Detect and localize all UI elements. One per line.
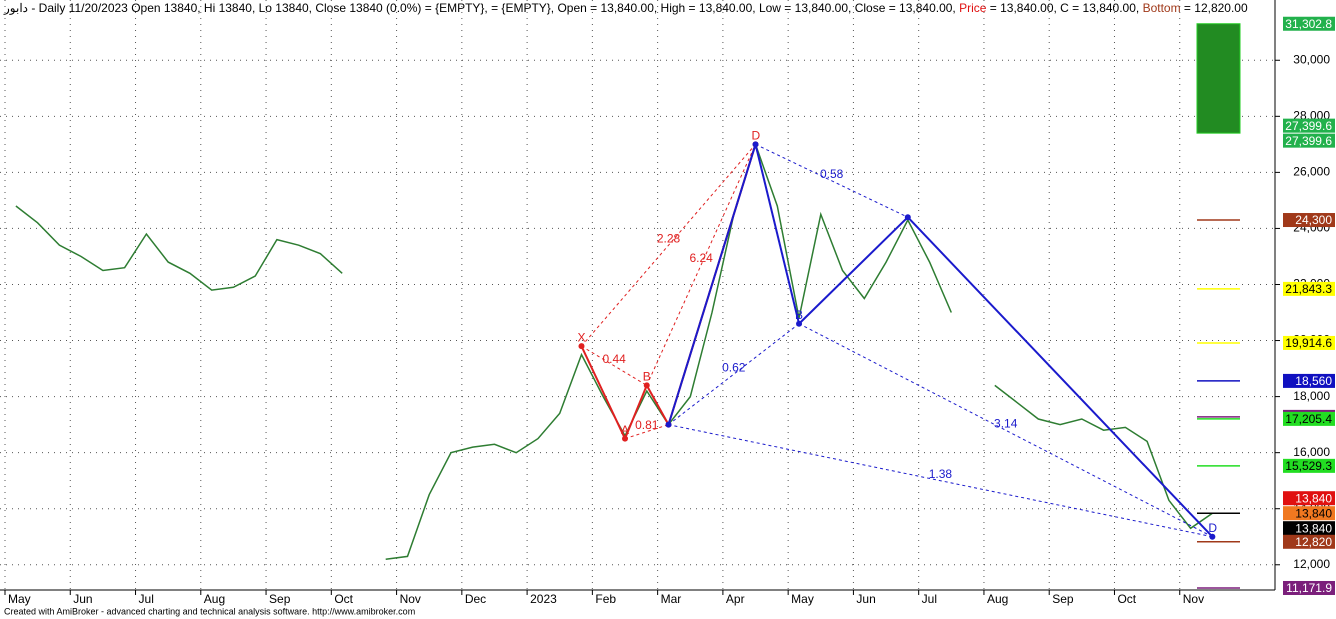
pattern-point <box>578 343 585 350</box>
pattern-ratio: 0.62 <box>722 360 746 374</box>
pattern-leg <box>667 144 757 425</box>
pattern-ratio: 0.58 <box>820 167 844 181</box>
x-tick-label: Nov <box>400 592 421 606</box>
footer: Created with AmiBroker - advanced charti… <box>4 606 415 616</box>
pattern-point <box>665 421 672 428</box>
pattern-point-label: X <box>577 330 585 344</box>
pattern-leg <box>580 345 626 440</box>
x-tick-label: Aug <box>987 592 1008 606</box>
x-tick-label: Oct <box>334 592 353 606</box>
x-tick-label: Aug <box>204 592 225 606</box>
pattern-ratio: 2.28 <box>657 231 681 245</box>
x-tick-label: Dec <box>465 592 486 606</box>
pattern-ratio-line <box>668 424 1213 538</box>
price-tag <box>1283 118 1335 133</box>
pattern-leg <box>907 216 1214 538</box>
price-tag-label: 13,840 <box>1295 506 1332 520</box>
price-tag <box>1283 534 1335 549</box>
pattern-ratio-line <box>581 345 648 386</box>
pattern-point <box>1209 533 1216 540</box>
x-tick-label: Mar <box>661 592 682 606</box>
title-part: = 13,840.00, C = 13,840.00, <box>986 1 1142 15</box>
price-tag <box>1283 133 1335 148</box>
pattern-ratio: 0.81 <box>635 418 659 432</box>
pattern-ratio-line <box>646 144 756 386</box>
pattern-point <box>643 382 650 389</box>
title-part: = 12,820.00 <box>1181 1 1248 15</box>
price-tag <box>1283 16 1335 31</box>
target-zone <box>1196 23 1241 134</box>
x-tick-label: Nov <box>1183 592 1204 606</box>
x-tick-label: Apr <box>726 592 745 606</box>
pattern-leg <box>798 216 909 325</box>
pattern-point-label: B <box>795 308 803 322</box>
pattern-point-label: B <box>643 370 651 384</box>
y-tick-label: 12,000 <box>1293 557 1330 571</box>
title-part: Price <box>959 1 987 15</box>
x-tick-label: May <box>791 592 814 606</box>
price-tag <box>1283 521 1335 536</box>
x-tick-label: Jul <box>139 592 154 606</box>
pattern-point <box>796 320 803 327</box>
pattern-ratio: 0.44 <box>602 352 626 366</box>
price-tag-label: 27,399.6 <box>1285 119 1332 133</box>
y-tick-label: 30,000 <box>1293 52 1330 66</box>
pattern-point-label: D <box>1208 521 1217 535</box>
price-tag <box>1283 213 1335 228</box>
x-tick-label: Jun <box>73 592 92 606</box>
pattern-ratio: 6.24 <box>689 251 713 265</box>
x-tick-label: 2023 <box>530 592 557 606</box>
pattern-point <box>904 214 911 221</box>
title-part: Bottom <box>1143 1 1181 15</box>
pattern-ratio: 3.14 <box>994 416 1018 430</box>
pattern-leg <box>624 385 648 440</box>
price-tag-label: 13,840 <box>1295 491 1332 505</box>
y-tick-label: 18,000 <box>1293 389 1330 403</box>
price-tag <box>1283 335 1335 350</box>
price-tag <box>1283 411 1335 426</box>
x-tick-label: Oct <box>1117 592 1136 606</box>
pattern-point-label: A <box>621 423 629 437</box>
price-tag-label: 17,205.4 <box>1285 412 1332 426</box>
price-tag-label: 27,399.6 <box>1285 134 1332 148</box>
x-tick-label: Jun <box>856 592 875 606</box>
pattern-point <box>622 435 628 442</box>
price-tag-label: 12,820 <box>1295 535 1332 549</box>
pattern-ratio-line <box>624 424 669 440</box>
price-tag <box>1283 491 1335 506</box>
price-tag <box>1283 506 1335 521</box>
title-part: دابور - Daily 11/20/2023 Open 13840, Hi … <box>3 1 959 15</box>
x-tick-label: May <box>8 592 31 606</box>
pattern-point <box>752 141 759 148</box>
price-tag <box>1283 281 1335 296</box>
price-tag <box>1283 373 1335 388</box>
y-tick-label: 26,000 <box>1293 165 1330 179</box>
x-tick-label: Jul <box>922 592 937 606</box>
price-tag-label: 19,914.6 <box>1285 336 1332 350</box>
price-tag <box>1283 580 1335 595</box>
pattern-ratio: 1.38 <box>929 467 953 481</box>
pattern-ratio-line <box>755 143 909 218</box>
price-tag-label: 13,840 <box>1295 521 1332 535</box>
pattern-leg <box>754 144 801 324</box>
pattern-leg <box>645 384 670 426</box>
pattern-point-label: D <box>752 129 761 143</box>
price-tag-label: 11,171.9 <box>1286 581 1332 595</box>
y-tick-label: 16,000 <box>1293 445 1330 459</box>
price-tag-label: 15,529.3 <box>1285 459 1332 473</box>
price-tag-label: 18,560 <box>1295 374 1332 388</box>
x-tick-label: Feb <box>595 592 616 606</box>
price-tag-label: 24,300 <box>1295 213 1332 227</box>
pattern-ratio-line <box>581 144 756 347</box>
chart-title: دابور - Daily 11/20/2023 Open 13840, Hi … <box>3 1 1248 15</box>
price-tag-label: 31,302.8 <box>1285 17 1332 31</box>
price-tag-label: 21,843.3 <box>1285 282 1332 296</box>
x-tick-label: Sep <box>1052 592 1074 606</box>
x-tick-label: Sep <box>269 592 291 606</box>
price-tag <box>1283 458 1335 473</box>
